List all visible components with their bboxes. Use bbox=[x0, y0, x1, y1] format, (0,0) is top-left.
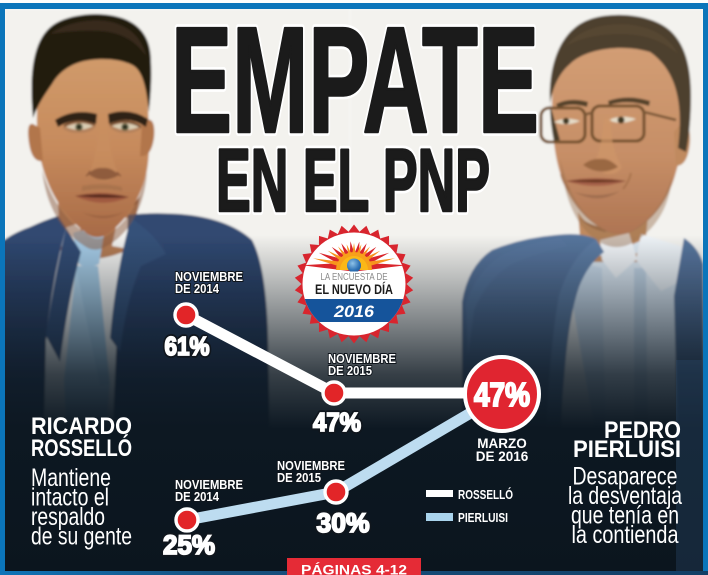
svg-text:NOVIEMBRE: NOVIEMBRE bbox=[175, 478, 243, 492]
svg-text:30%: 30% bbox=[317, 508, 370, 538]
svg-text:PÁGINAS 4-12: PÁGINAS 4-12 bbox=[301, 563, 407, 575]
svg-text:DE 2015: DE 2015 bbox=[277, 471, 321, 485]
svg-text:DE 2014: DE 2014 bbox=[175, 490, 219, 504]
svg-text:DE 2014: DE 2014 bbox=[175, 282, 219, 296]
svg-text:30%: 30% bbox=[317, 508, 370, 538]
svg-text:PEDRO: PEDRO bbox=[604, 417, 681, 444]
svg-text:47%: 47% bbox=[313, 407, 361, 437]
svg-text:la desventaja: la desventaja bbox=[568, 482, 682, 510]
svg-text:EMPATE: EMPATE bbox=[171, 0, 539, 164]
svg-text:EN EL PNP: EN EL PNP bbox=[216, 130, 490, 230]
svg-text:47%: 47% bbox=[474, 376, 530, 413]
svg-text:NOVIEMBRE: NOVIEMBRE bbox=[328, 352, 396, 366]
svg-text:NOVIEMBRE: NOVIEMBRE bbox=[277, 459, 345, 473]
svg-text:25%: 25% bbox=[163, 530, 215, 560]
svg-text:61%: 61% bbox=[165, 331, 210, 361]
svg-text:intacto el: intacto el bbox=[31, 484, 109, 512]
svg-text:2016: 2016 bbox=[333, 303, 375, 321]
svg-text:DE 2016: DE 2016 bbox=[476, 449, 529, 464]
svg-text:RICARDO: RICARDO bbox=[31, 413, 132, 440]
svg-text:LA ENCUESTA DE: LA ENCUESTA DE bbox=[321, 272, 388, 283]
svg-text:ROSSELLÓ: ROSSELLÓ bbox=[458, 487, 513, 502]
svg-text:MARZO: MARZO bbox=[477, 436, 527, 451]
svg-text:DE 2015: DE 2015 bbox=[328, 364, 372, 378]
svg-text:EL NUEVO DÍA: EL NUEVO DÍA bbox=[315, 282, 393, 297]
svg-text:Mantiene: Mantiene bbox=[31, 464, 111, 492]
svg-text:PIERLUISI: PIERLUISI bbox=[458, 511, 508, 525]
svg-text:Desaparece: Desaparece bbox=[573, 463, 678, 491]
svg-text:la contienda: la contienda bbox=[572, 521, 679, 549]
svg-text:EMPATE: EMPATE bbox=[171, 0, 539, 164]
svg-text:PIERLUISI: PIERLUISI bbox=[573, 436, 681, 463]
svg-text:NOVIEMBRE: NOVIEMBRE bbox=[175, 270, 243, 284]
svg-text:que tenía en: que tenía en bbox=[571, 502, 679, 530]
svg-text:EN EL PNP: EN EL PNP bbox=[216, 130, 490, 230]
svg-text:47%: 47% bbox=[313, 407, 361, 437]
svg-text:25%: 25% bbox=[163, 530, 215, 560]
svg-text:61%: 61% bbox=[165, 331, 210, 361]
svg-text:respaldo: respaldo bbox=[31, 503, 105, 531]
svg-text:de su gente: de su gente bbox=[31, 523, 132, 551]
svg-text:ROSSELLÓ: ROSSELLÓ bbox=[31, 434, 132, 462]
